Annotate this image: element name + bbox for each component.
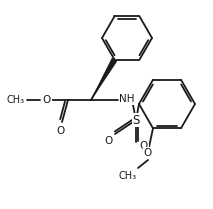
Text: O: O [140, 141, 148, 151]
Polygon shape [91, 58, 117, 100]
Text: O: O [105, 136, 113, 146]
Text: O: O [57, 126, 65, 136]
Text: O: O [144, 148, 152, 158]
Text: NH: NH [119, 94, 135, 104]
Text: O: O [43, 95, 51, 105]
Text: CH₃: CH₃ [7, 95, 25, 105]
Text: S: S [132, 113, 140, 126]
Text: CH₃: CH₃ [119, 171, 137, 181]
